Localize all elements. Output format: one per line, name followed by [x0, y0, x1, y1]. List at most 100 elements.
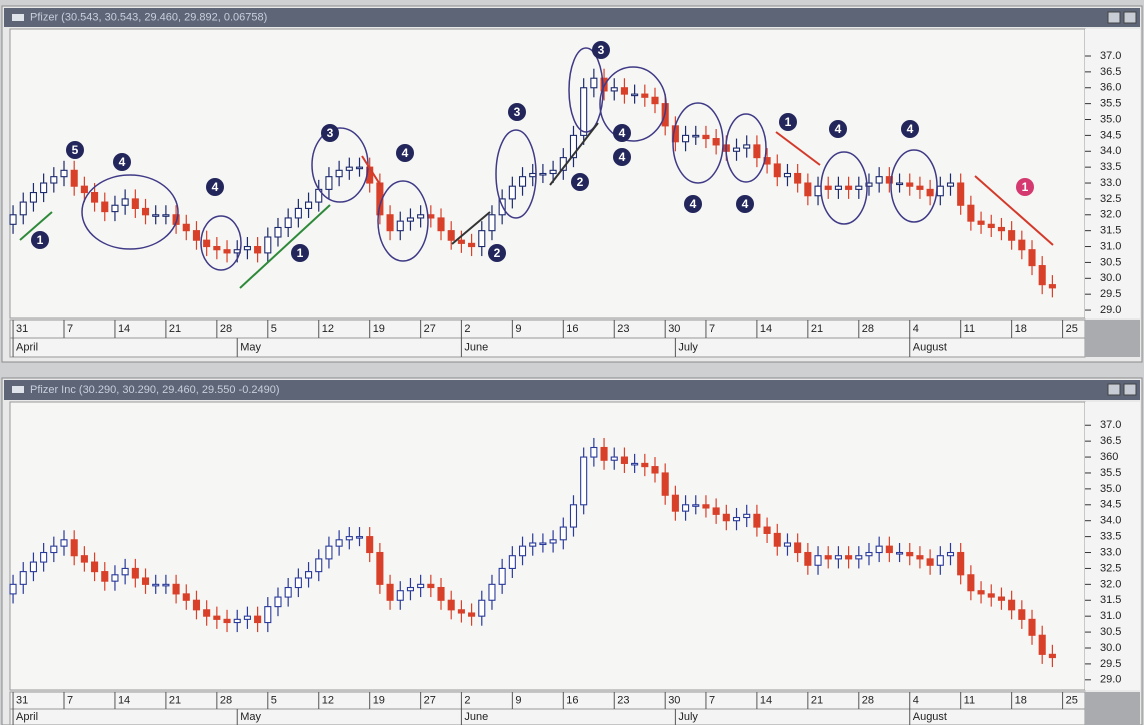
candle-body — [111, 574, 119, 582]
window-button — [1107, 11, 1121, 24]
annotation-label: 4 — [619, 126, 626, 140]
y-tick-label: 34.5 — [1100, 499, 1121, 511]
annotation-badge — [901, 120, 919, 138]
candle-body — [743, 144, 751, 149]
y-tick-label: 31.0 — [1100, 240, 1121, 252]
candle-body — [498, 567, 506, 585]
month-label: May — [240, 341, 261, 353]
candle-body — [335, 539, 343, 547]
candle-body — [855, 555, 863, 560]
y-tick-label: 29.0 — [1100, 304, 1121, 316]
candle-body — [631, 462, 639, 466]
candle-body — [101, 201, 109, 213]
candle-body — [131, 198, 139, 209]
month-label: June — [464, 341, 488, 353]
annotation-badge — [66, 141, 84, 159]
trend-line — [549, 122, 599, 186]
window-title: Pfizer Inc (30.290, 30.290, 29.460, 29.5… — [30, 384, 280, 396]
month-label: August — [913, 341, 947, 353]
x-tick-label: 27 — [424, 694, 436, 706]
annotation-badge — [396, 144, 414, 162]
candle-body — [264, 606, 272, 624]
candle-body — [671, 494, 679, 512]
trend-line — [974, 175, 1054, 246]
x-tick-label: 7 — [67, 694, 73, 706]
x-tick-label: 14 — [760, 323, 772, 335]
candle-body — [508, 185, 516, 200]
candle-body — [610, 87, 618, 92]
candle-body — [804, 551, 812, 566]
candle-body — [19, 571, 27, 585]
annotation-badge — [613, 148, 631, 166]
y-tick-label: 360 — [1100, 451, 1118, 463]
annotation-label: 4 — [690, 197, 697, 211]
candle-body — [743, 513, 751, 519]
candle-body — [895, 182, 904, 186]
candle-body — [926, 558, 934, 566]
candle-body — [539, 172, 547, 176]
candle-body — [213, 615, 221, 620]
candle-body — [1008, 599, 1016, 611]
pattern-ellipse — [599, 66, 667, 142]
annotation-label: 5 — [72, 143, 79, 157]
candle-body — [284, 586, 292, 598]
candle-body — [620, 87, 628, 95]
candle-body — [406, 217, 415, 222]
annotation-label: 4 — [835, 122, 842, 136]
candle-body — [865, 182, 873, 187]
candle-body — [101, 571, 109, 582]
candle-body — [834, 555, 842, 560]
candle-body — [977, 220, 985, 225]
x-tick-label: 11 — [964, 694, 975, 706]
candle-body — [518, 176, 527, 187]
candle-body — [518, 545, 527, 557]
x-tick-label: 12 — [322, 323, 334, 335]
candle-body — [753, 144, 761, 159]
trend-line — [239, 204, 331, 289]
annotation-label: 2 — [494, 246, 501, 260]
annotation-label: 3 — [327, 126, 334, 140]
annotation-label: 4 — [212, 180, 219, 194]
y-tick-label: 31.5 — [1100, 594, 1121, 606]
candle-body — [773, 532, 781, 547]
window-button — [1123, 11, 1137, 24]
x-tick-label: 21 — [811, 694, 823, 706]
candle-body — [345, 536, 353, 541]
x-tick-label: 5 — [271, 694, 277, 706]
annotation-badge — [829, 120, 847, 138]
candle-body — [529, 542, 537, 547]
x-tick-label: 30 — [668, 694, 680, 706]
candle-body — [1028, 618, 1036, 636]
pattern-ellipse — [672, 102, 724, 184]
candle-body — [213, 245, 221, 251]
candle-body — [223, 618, 231, 624]
x-tick-label: 14 — [118, 323, 130, 335]
candle-body — [121, 567, 129, 576]
candle-body — [1018, 609, 1026, 620]
candle-body — [936, 185, 944, 197]
annotation-badge — [613, 124, 631, 142]
candle-body — [447, 230, 455, 241]
month-label: June — [464, 711, 488, 723]
month-label: April — [16, 341, 38, 353]
y-tick-label: 35.0 — [1100, 113, 1121, 125]
annotation-badge — [488, 244, 506, 262]
annotation-label: 4 — [742, 197, 749, 211]
trend-line — [775, 131, 821, 166]
annotation-label: 2 — [577, 175, 584, 189]
annotation-badge — [1016, 178, 1034, 196]
month-label: May — [240, 711, 261, 723]
candle-body — [427, 214, 435, 219]
corner-area — [1085, 320, 1140, 357]
annotation-badge — [508, 103, 526, 121]
annotation-label: 1 — [297, 246, 304, 260]
candle-body — [274, 596, 282, 608]
annotation-badge — [736, 195, 754, 213]
candle-body — [468, 242, 476, 248]
candle-body — [427, 583, 435, 589]
title-bar — [4, 8, 1140, 27]
x-tick-label: 21 — [169, 323, 181, 335]
candle-body — [192, 599, 201, 611]
candle-body — [447, 599, 455, 611]
x-tick-label: 18 — [1015, 694, 1027, 706]
